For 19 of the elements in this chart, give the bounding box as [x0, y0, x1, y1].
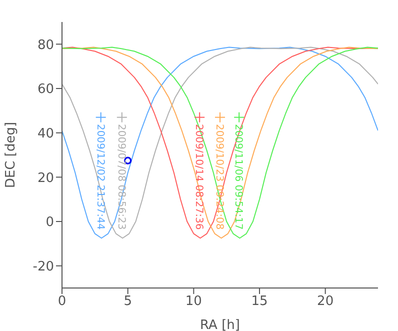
y-axis-title: DEC [deg]: [4, 122, 19, 188]
x-tick-label: 0: [58, 294, 66, 310]
x-tick-label: 10: [185, 294, 202, 310]
y-tick-label: 20: [37, 170, 54, 186]
x-tick-label: 15: [251, 294, 268, 310]
y-tick-label: -20: [32, 259, 54, 274]
x-tick-label: 5: [124, 294, 132, 310]
annotation: 2009/07/08 08:56:23: [115, 124, 126, 230]
x-axis-title: RA [h]: [200, 318, 240, 331]
y-tick-label: 0: [46, 215, 54, 230]
annotation: 2009/12/02 21:37:44: [94, 124, 106, 230]
y-tick-label: 60: [37, 82, 54, 98]
annotation: 2009/11/06 09:54:17: [232, 124, 244, 230]
annotation: 2009/10/23 09:24:08: [214, 124, 224, 230]
annotation: 2009/10/14 08:27:36: [193, 124, 204, 230]
line-series: [62, 46, 378, 239]
y-tick-label: 80: [37, 38, 54, 53]
y-tick-label: 40: [37, 126, 54, 142]
x-tick-label: 20: [317, 294, 334, 310]
